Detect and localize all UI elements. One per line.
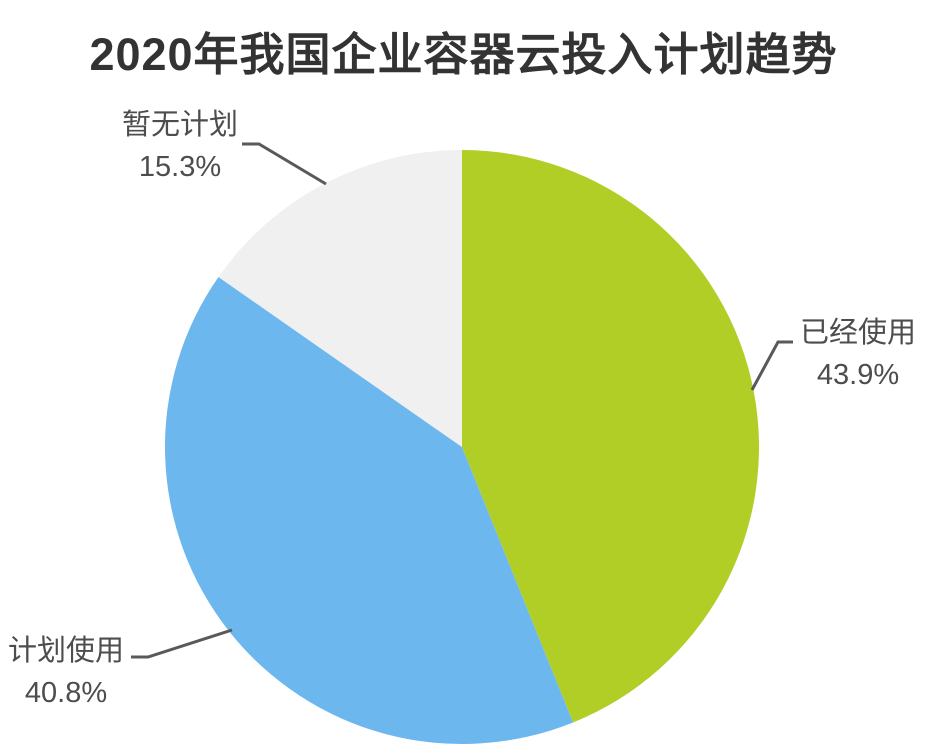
slice-label-percent: 40.8% <box>24 677 108 709</box>
slice-label-already-used: 已经使用 43.9% <box>788 312 927 396</box>
slice-label-name: 已经使用 <box>799 317 916 349</box>
pie-slice-0 <box>462 149 760 723</box>
pie-slice-2 <box>218 150 462 447</box>
slice-label-no-plan: 暂无计划 15.3% <box>95 104 265 188</box>
pie-slice-1 <box>164 276 574 745</box>
leader-line-planned-use <box>131 628 233 659</box>
pie-slices-group <box>164 149 760 745</box>
leader-line-already-used <box>750 340 793 391</box>
slice-label-percent: 15.3% <box>138 151 222 183</box>
slice-label-planned-use: 计划使用 40.8% <box>0 630 132 714</box>
slice-label-percent: 43.9% <box>816 359 900 391</box>
chart-title: 2020年我国企业容器云投入计划趋势 <box>89 29 838 80</box>
slice-label-name: 暂无计划 <box>121 109 238 141</box>
slice-label-name: 计划使用 <box>7 635 124 667</box>
leader-line-no-plan <box>242 142 327 186</box>
